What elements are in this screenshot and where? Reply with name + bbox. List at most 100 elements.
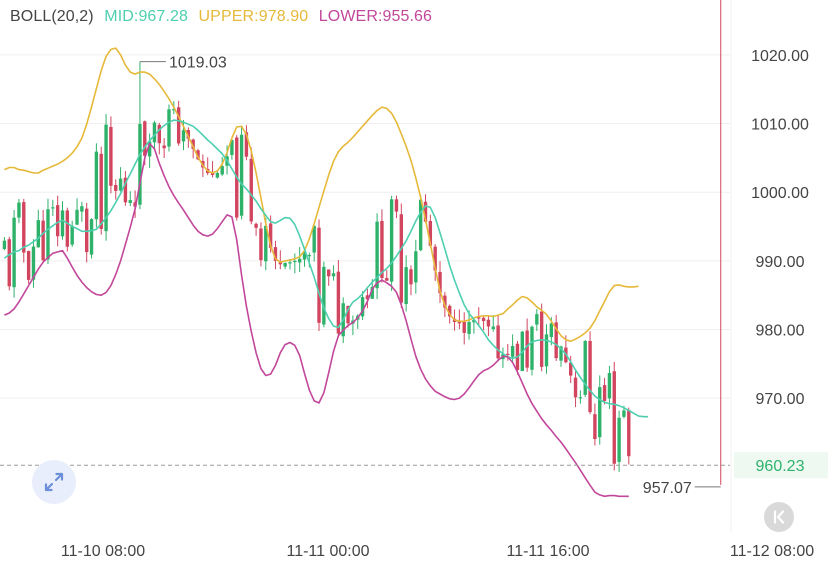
candle-body (89, 219, 94, 255)
candle-body (486, 319, 491, 327)
candle-body (26, 251, 31, 280)
skip-to-latest-button[interactable] (764, 502, 794, 532)
candle-body (491, 326, 495, 330)
candle-body (404, 267, 408, 305)
candle-body (365, 295, 370, 300)
candle-body (481, 317, 486, 322)
candle-body (423, 201, 428, 222)
candle-body (588, 340, 592, 413)
candle-body (254, 223, 258, 228)
candle-body (389, 199, 394, 282)
candle-body (549, 323, 554, 338)
candle-body (409, 269, 413, 285)
candle-body (394, 199, 399, 212)
candle-body (162, 145, 166, 149)
candle-body (477, 317, 481, 319)
candle-body (569, 362, 573, 376)
candle-body (230, 140, 234, 156)
mid-band-line (3, 119, 649, 418)
y-tick-label: 1000.00 (751, 185, 809, 202)
lower-band-line (4, 142, 629, 498)
y-tick-label: 1010.00 (751, 117, 809, 134)
candle-body (506, 353, 510, 355)
candle-body (31, 246, 36, 280)
candle-body (360, 297, 365, 317)
boll-lower-value: LOWER:955.66 (318, 8, 433, 25)
candle-body (176, 107, 181, 144)
candle-body (114, 184, 118, 191)
candle-body (273, 247, 278, 261)
candle-body (143, 121, 147, 156)
candle-body (370, 286, 374, 299)
candle-body (99, 153, 103, 229)
candle-body (239, 134, 244, 216)
candle-body (331, 273, 336, 277)
candle-body (138, 123, 142, 205)
candle-body (118, 178, 123, 191)
candle-body (293, 260, 297, 263)
grid-lines (0, 0, 732, 532)
candle-body (322, 266, 326, 325)
candle-body (191, 139, 195, 149)
candle-body (104, 124, 108, 232)
expand-chart-button[interactable] (32, 460, 76, 504)
candle-body (438, 271, 442, 294)
candle-body (462, 321, 466, 333)
candle-body (428, 221, 433, 246)
bollinger-bands (3, 47, 649, 498)
x-tick-label: 11-10 08:00 (61, 543, 145, 560)
candle-body (375, 221, 379, 289)
candle-body (17, 202, 21, 218)
y-tick-label: 970.00 (756, 391, 805, 408)
x-tick-label: 11-11 00:00 (286, 543, 369, 560)
candle-body (186, 130, 191, 139)
y-tick-label: 990.00 (756, 254, 805, 271)
candle-body (583, 341, 587, 395)
candle-body (249, 158, 253, 222)
candle-body (433, 246, 437, 271)
candle-body (544, 334, 549, 367)
candle-body (307, 255, 312, 257)
candle-body (535, 314, 539, 325)
candle-body (75, 209, 79, 225)
current-price-tag (734, 452, 828, 479)
candle-body (167, 109, 171, 147)
candle-body (220, 166, 224, 175)
candles (2, 0, 722, 485)
candle-body (414, 251, 418, 283)
candle-body (399, 214, 403, 303)
candle-body (51, 207, 55, 209)
candle-body (152, 122, 157, 143)
candle-body (196, 150, 200, 160)
candle-body (128, 200, 132, 203)
candle-body (65, 210, 70, 247)
candle-body (336, 271, 341, 334)
candle-body (244, 132, 249, 157)
candle-body (317, 227, 321, 323)
candle-body (578, 397, 583, 399)
upper-band-line (4, 47, 639, 343)
candle-body (467, 321, 471, 334)
candle-body (607, 373, 612, 399)
low-price-label: 957.07 (643, 480, 692, 497)
candle-body (147, 141, 152, 157)
candle-body (268, 223, 273, 248)
candle-body (573, 377, 578, 398)
annotations: 1019.03 957.07 960.23 (0, 55, 828, 497)
candle-body (215, 172, 220, 178)
candle-body (530, 326, 534, 370)
skip-to-latest-icon (773, 510, 785, 524)
candle-body (259, 228, 263, 261)
candle-body (554, 322, 558, 359)
candle-body (55, 205, 60, 237)
candle-body (443, 295, 447, 308)
x-tick-label: 11-12 08:00 (730, 543, 814, 560)
y-axis: 1020.00 1010.00 1000.00 990.00 980.00 970.00 (751, 48, 809, 408)
high-price-label: 1019.03 (169, 55, 227, 72)
candle-body (598, 387, 602, 438)
candle-body (70, 225, 74, 245)
candle-body (617, 417, 621, 462)
candle-body (22, 202, 26, 253)
